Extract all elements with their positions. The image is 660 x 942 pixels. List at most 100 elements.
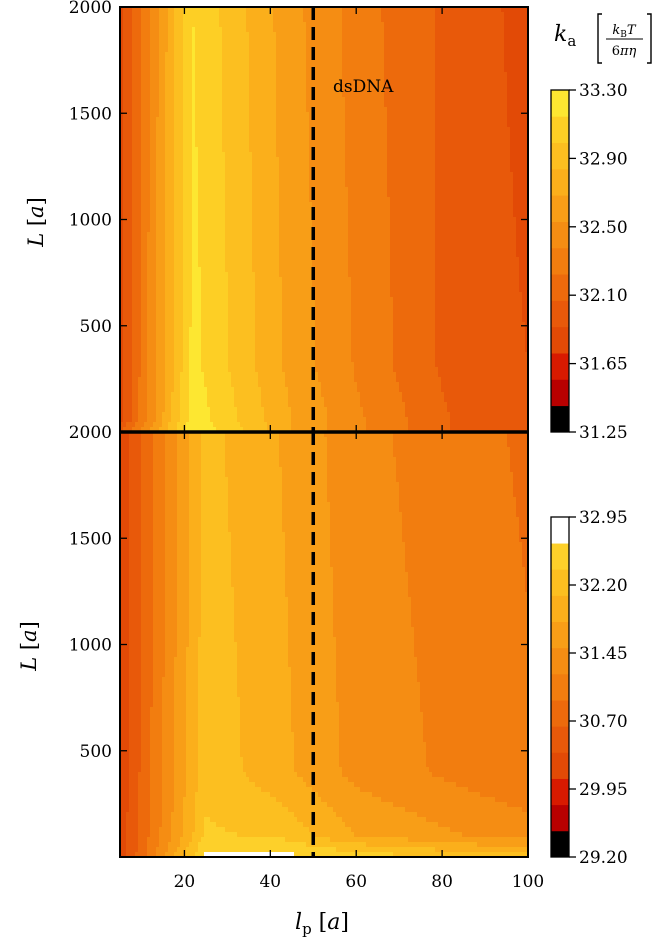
contour-cell [402,122,406,128]
contour-cell [324,42,328,48]
contour-cell [189,142,193,148]
contour-cell [405,132,409,138]
contour-cell [147,52,151,58]
contour-cell [438,17,442,23]
contour-cell [192,7,196,13]
contour-cell [429,77,433,83]
contour-cell [141,107,145,113]
contour-cell [261,52,265,58]
contour-cell [435,117,439,123]
contour-cell [480,97,484,103]
contour-cell [462,117,466,123]
contour-cell [525,152,528,158]
contour-cell [171,92,175,98]
contour-cell [327,92,331,98]
contour-cell [333,57,337,63]
contour-cell [273,92,277,98]
contour-cell [429,7,433,13]
contour-cell [237,32,241,38]
contour-cell [453,97,457,103]
contour-cell [402,182,406,188]
contour-cell [393,62,397,68]
contour-cell [279,32,283,38]
contour-cell [165,77,169,83]
contour-cell [126,97,130,103]
contour-cell [336,37,340,43]
contour-cell [207,132,211,138]
contour-cell [195,97,199,103]
contour-cell [141,102,145,108]
contour-cell [507,67,511,73]
contour-cell [150,177,154,183]
contour-cell [204,167,208,173]
contour-cell [453,102,457,108]
contour-cell [135,57,139,63]
contour-cell [147,32,151,38]
contour-cell [171,32,175,38]
contour-cell [330,17,334,23]
contour-cell [288,37,292,43]
contour-cell [351,127,355,133]
contour-cell [132,42,136,48]
contour-cell [336,177,340,183]
contour-cell [258,122,262,128]
contour-cell [318,77,322,83]
contour-cell [162,172,166,178]
contour-cell [384,152,388,158]
contour-cell [375,37,379,43]
contour-cell [288,102,292,108]
contour-cell [213,72,217,78]
contour-cell [252,172,256,178]
contour-cell [459,132,463,138]
contour-cell [420,172,424,178]
contour-cell [273,122,277,128]
contour-cell [492,142,496,148]
contour-cell [477,12,481,18]
contour-cell [354,172,358,178]
contour-cell [345,122,349,128]
contour-cell [381,127,385,133]
contour-cell [498,157,502,163]
contour-cell [429,177,433,183]
contour-cell [318,52,322,58]
contour-cell [330,157,334,163]
contour-cell [189,92,193,98]
contour-cell [126,102,130,108]
contour-cell [294,122,298,128]
contour-cell [435,42,439,48]
contour-cell [123,27,127,33]
contour-cell [312,82,316,88]
contour-cell [381,117,385,123]
contour-cell [408,42,412,48]
contour-cell [498,147,502,153]
contour-cell [378,52,382,58]
contour-cell [381,52,385,58]
contour-cell [189,162,193,168]
contour-cell [297,127,301,133]
contour-cell [396,167,400,173]
contour-cell [393,162,397,168]
contour-cell [453,87,457,93]
contour-cell [165,102,169,108]
contour-cell [177,102,181,108]
contour-cell [441,92,445,98]
contour-cell [246,47,250,53]
contour-cell [435,127,439,133]
contour-cell [210,92,214,98]
contour-cell [294,102,298,108]
contour-cell [189,7,193,13]
contour-cell [492,122,496,128]
contour-cell [213,162,217,168]
contour-cell [384,167,388,173]
contour-cell [174,127,178,133]
contour-cell [363,147,367,153]
contour-cell [174,112,178,118]
contour-cell [156,62,160,68]
contour-cell [180,152,184,158]
contour-cell [324,62,328,68]
contour-cell [171,112,175,118]
contour-cell [147,152,151,158]
contour-cell [309,182,313,188]
contour-cell [276,12,280,18]
contour-cell [498,127,502,133]
